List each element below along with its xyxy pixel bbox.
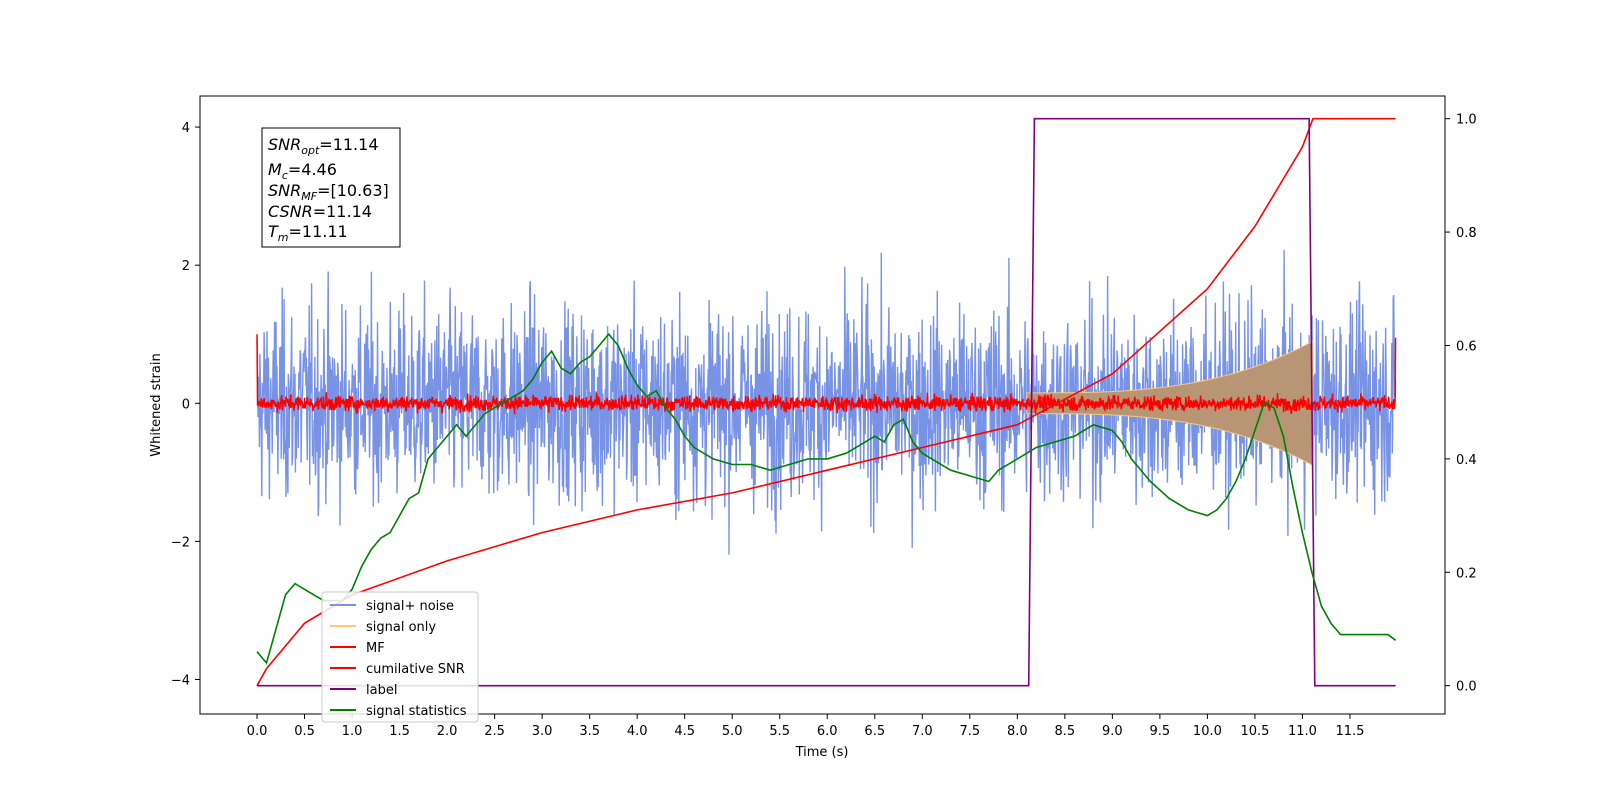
y-left-tick-label: 0 [182,397,190,412]
plot-frame [199,95,1446,715]
mc-stat: Mc=4.46 [268,160,337,182]
legend-entry: label [366,683,397,698]
legend-entry: signal+ noise [366,599,454,614]
x-tick-label: 11.0 [1288,724,1317,739]
x-tick-label: 8.5 [1055,724,1076,739]
y-left-tick-label: 4 [182,121,190,136]
x-tick-label: 10.5 [1240,724,1269,739]
tm-stat: Tm=11.11 [268,222,348,244]
series-mf [256,334,1397,415]
legend: signal+ noise signal only MF cumilative SNR… [321,591,479,723]
x-tick-label: 4.0 [627,724,648,739]
x-tick-label: 11.5 [1335,724,1364,739]
y-left-tick-label: −4 [171,673,190,688]
legend-entry: signal statistics [366,704,467,719]
x-tick-label: 10.0 [1193,724,1222,739]
y-right-tick-label: 0.6 [1456,339,1477,354]
x-axis-label: Time (s) [795,745,849,760]
series-signal-statistics [256,332,1397,665]
x-tick-label: 0.0 [247,724,268,739]
x-tick-label: 8.0 [1007,724,1028,739]
y-left-tick-label: −2 [171,535,190,550]
x-tick-label: 2.5 [484,724,505,739]
x-tick-label: 7.5 [959,724,980,739]
x-tick-label: 0.5 [294,724,315,739]
x-tick-label: 3.5 [579,724,600,739]
series-signal-plus-noise [256,249,1397,555]
x-tick-label: 9.0 [1102,724,1123,739]
x-tick-label: 1.5 [389,724,410,739]
x-tick-label: 1.0 [342,724,363,739]
y-right-tick-label: 0.8 [1456,226,1477,241]
x-tick-label: 6.0 [817,724,838,739]
series-label [257,117,1396,687]
legend-entry: MF [366,641,385,656]
legend-entry: signal only [366,620,436,635]
snr-mf-stat: SNRMF=[10.63] [268,181,389,203]
x-tick-label: 4.5 [674,724,695,739]
y-left-tick-label: 2 [182,259,190,274]
legend-entry: cumilative SNR [366,662,465,677]
x-tick-label: 7.0 [912,724,933,739]
y-right-tick-label: 0.4 [1456,453,1477,468]
y-right-tick-label: 1.0 [1456,113,1477,128]
x-tick-label: 6.5 [864,724,885,739]
y-axis-label: Whitened strain [149,353,164,456]
x-tick-label: 2.0 [437,724,458,739]
x-tick-label: 5.0 [722,724,743,739]
x-tick-label: 9.5 [1150,724,1171,739]
csnr-stat: CSNR=11.14 [268,202,372,221]
x-tick-label: 5.5 [769,724,790,739]
y-right-tick-label: 0.0 [1456,680,1477,695]
x-tick-label: 3.0 [532,724,553,739]
snr-opt-stat: SNRopt=11.14 [268,135,379,157]
stats-box: SNRopt=11.14 Mc=4.46 SNRMF=[10.63] CSNR=… [261,127,401,248]
y-right-tick-label: 0.2 [1456,566,1477,581]
